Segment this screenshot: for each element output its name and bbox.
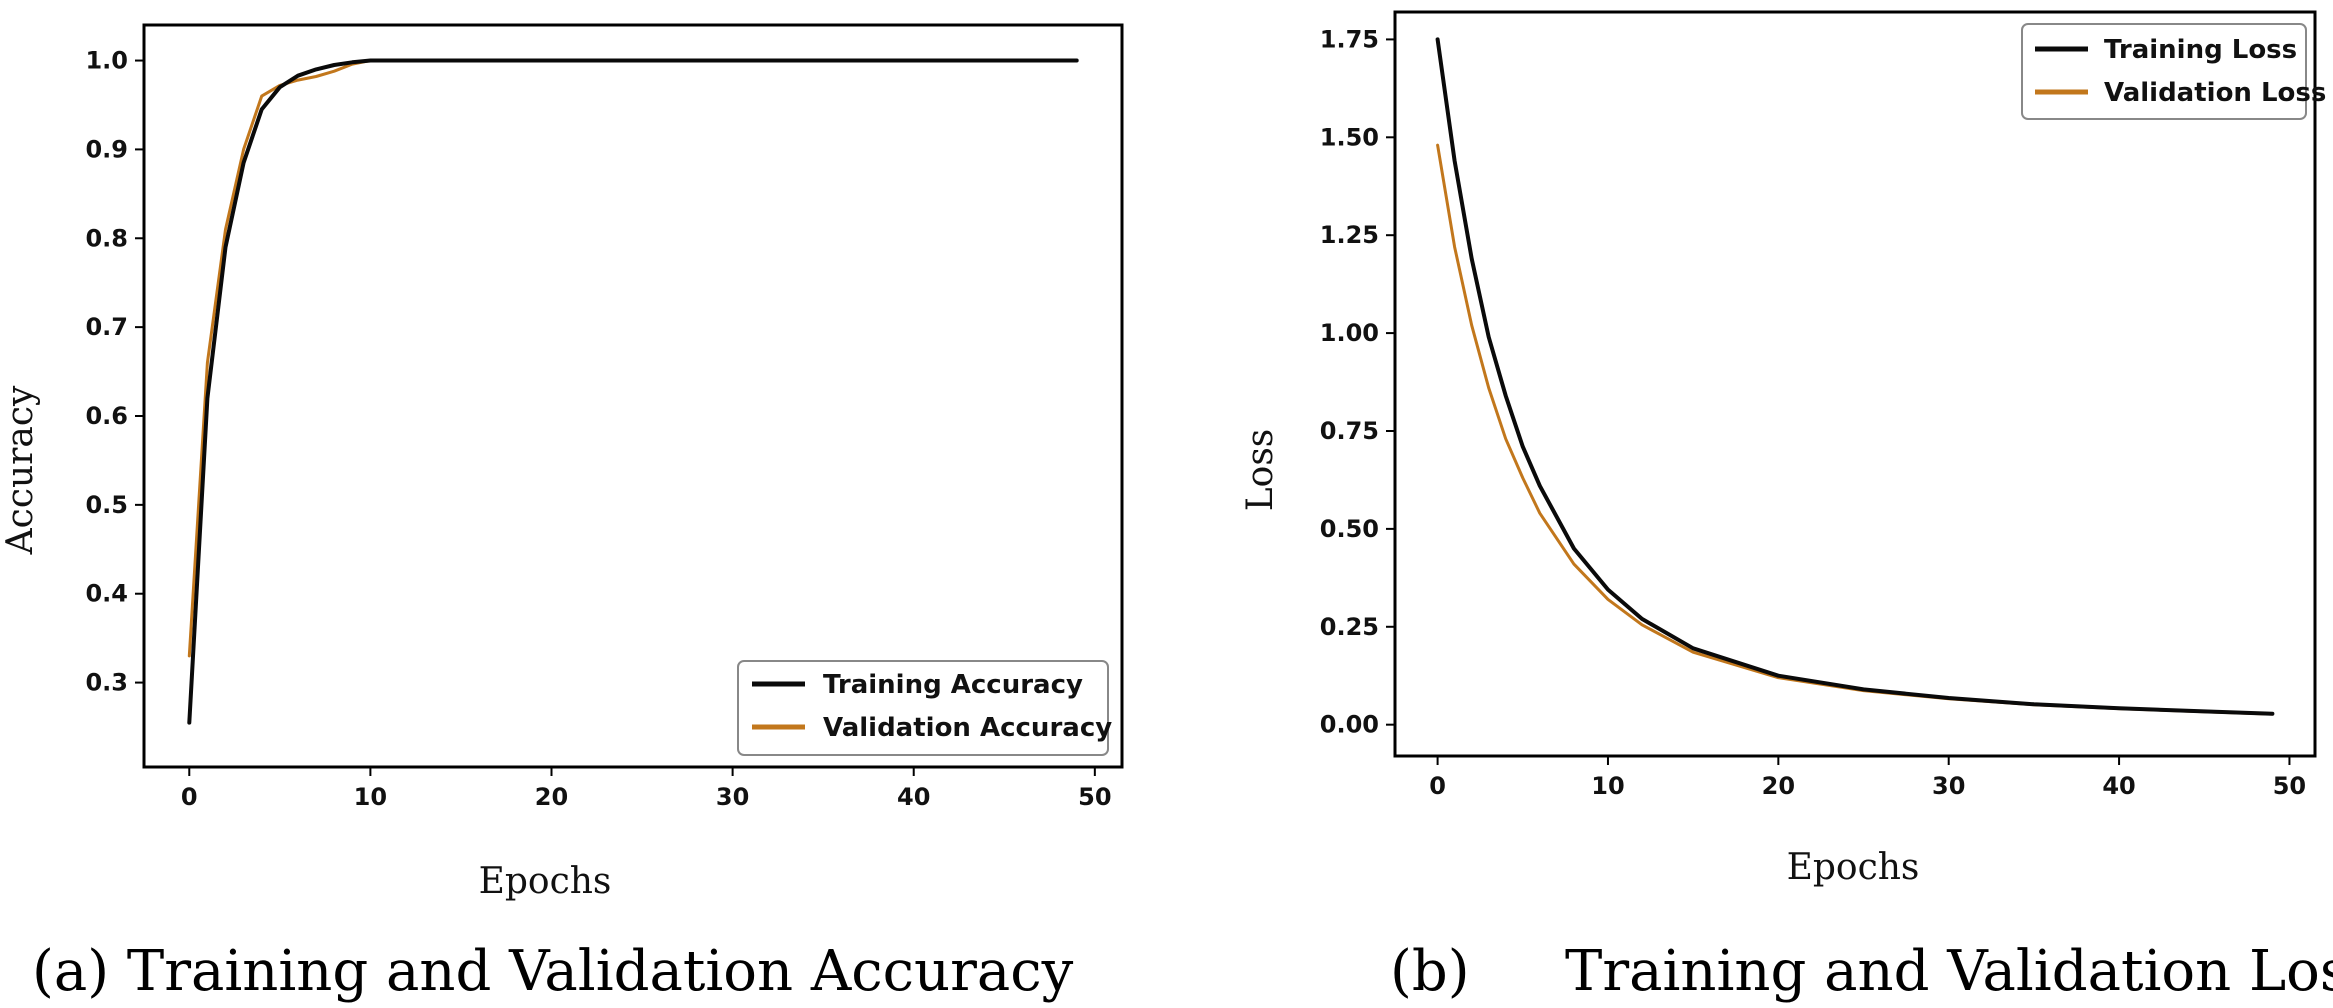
accuracy-y-tick-label: 1.0 (85, 47, 128, 75)
caption-a: (a) Training and Validation Accuracy (32, 939, 1074, 1004)
accuracy-x-axis-title: Epochs (479, 861, 612, 902)
loss-x-tick-label: 0 (1429, 772, 1446, 800)
loss-y-tick-label: 1.00 (1320, 319, 1379, 347)
loss-y-tick-label: 0.00 (1320, 711, 1379, 739)
loss-series-line-validation-loss (1436, 143, 2274, 716)
loss-x-axis-ticks: 0 10 20 30 40 50 (1429, 756, 2306, 800)
accuracy-x-tick-label: 20 (535, 783, 568, 811)
accuracy-legend-box (737, 660, 1109, 756)
legend-label-validation-accuracy: Validation Accuracy (823, 713, 1112, 743)
accuracy-x-axis-ticks: 0 10 20 30 40 50 (181, 767, 1112, 811)
loss-y-tick-label: 0.25 (1320, 613, 1379, 641)
loss-x-tick-label: 10 (1591, 772, 1624, 800)
loss-y-tick-label: 1.75 (1320, 25, 1379, 53)
loss-series-line-training-loss (1435, 37, 2275, 716)
loss-y-tick-label: 0.50 (1320, 515, 1379, 543)
loss-y-axis-ticks: 0.00 0.25 0.50 0.75 1.00 1.25 1.50 1.75 (1320, 25, 1395, 739)
legend-label-training-accuracy: Training Accuracy (823, 670, 1083, 700)
accuracy-series-line-training-accuracy (187, 58, 1079, 725)
loss-plot-frame (1393, 10, 2317, 758)
accuracy-x-tick-label: 0 (181, 783, 198, 811)
legend-label-training-loss: Training Loss (2104, 35, 2297, 65)
loss-legend-box (2021, 23, 2307, 120)
loss-series-lines (1435, 37, 2275, 716)
accuracy-x-tick-label: 40 (897, 783, 930, 811)
accuracy-y-axis-title: Accuracy (0, 385, 41, 555)
caption-b: Training and Validation Loss (1565, 939, 2333, 1004)
accuracy-chart: 0.3 0.4 0.5 0.6 0.7 0.8 0.9 1.0 0 10 20 30 40 50 Acc… (0, 23, 1124, 902)
loss-chart: 0.00 0.25 0.50 0.75 1.00 1.25 1.50 1.75 0 10 20 30… (1240, 10, 2326, 888)
loss-x-tick-label: 20 (1762, 772, 1795, 800)
loss-legend: Training Loss Validation Loss (2021, 23, 2326, 120)
accuracy-x-tick-label: 10 (354, 783, 387, 811)
loss-x-axis-title: Epochs (1787, 847, 1920, 888)
accuracy-series-line-validation-accuracy (187, 59, 1079, 658)
accuracy-plot-frame (142, 23, 1124, 769)
accuracy-x-tick-label: 30 (716, 783, 749, 811)
accuracy-series-lines (187, 58, 1079, 725)
loss-x-tick-label: 30 (1932, 772, 1965, 800)
accuracy-y-tick-label: 0.8 (85, 224, 128, 252)
loss-y-axis-title: Loss (1240, 429, 1281, 512)
accuracy-y-tick-label: 0.9 (85, 135, 128, 163)
loss-x-tick-label: 40 (2102, 772, 2135, 800)
accuracy-y-tick-label: 0.3 (85, 669, 128, 697)
loss-y-tick-label: 0.75 (1320, 417, 1379, 445)
accuracy-y-tick-label: 0.5 (85, 491, 128, 519)
loss-x-tick-label: 50 (2273, 772, 2306, 800)
legend-label-validation-loss: Validation Loss (2104, 78, 2326, 108)
loss-y-tick-label: 1.25 (1320, 221, 1379, 249)
accuracy-y-axis-ticks: 0.3 0.4 0.5 0.6 0.7 0.8 0.9 1.0 (85, 47, 144, 697)
loss-y-tick-label: 1.50 (1320, 123, 1379, 151)
caption-b-label: (b) (1390, 939, 1470, 1004)
accuracy-y-tick-label: 0.6 (85, 402, 128, 430)
accuracy-legend: Training Accuracy Validation Accuracy (737, 660, 1112, 756)
accuracy-x-tick-label: 50 (1078, 783, 1111, 811)
accuracy-y-tick-label: 0.4 (85, 580, 128, 608)
accuracy-y-tick-label: 0.7 (85, 313, 128, 341)
